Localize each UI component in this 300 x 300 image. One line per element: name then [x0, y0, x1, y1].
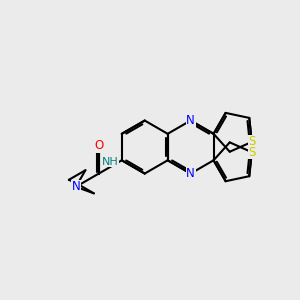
Text: N: N	[186, 114, 195, 127]
Text: S: S	[248, 146, 256, 159]
Text: N: N	[186, 167, 195, 180]
Text: S: S	[248, 135, 256, 148]
Text: NH: NH	[102, 157, 119, 167]
Text: O: O	[94, 139, 104, 152]
Text: N: N	[71, 180, 80, 193]
